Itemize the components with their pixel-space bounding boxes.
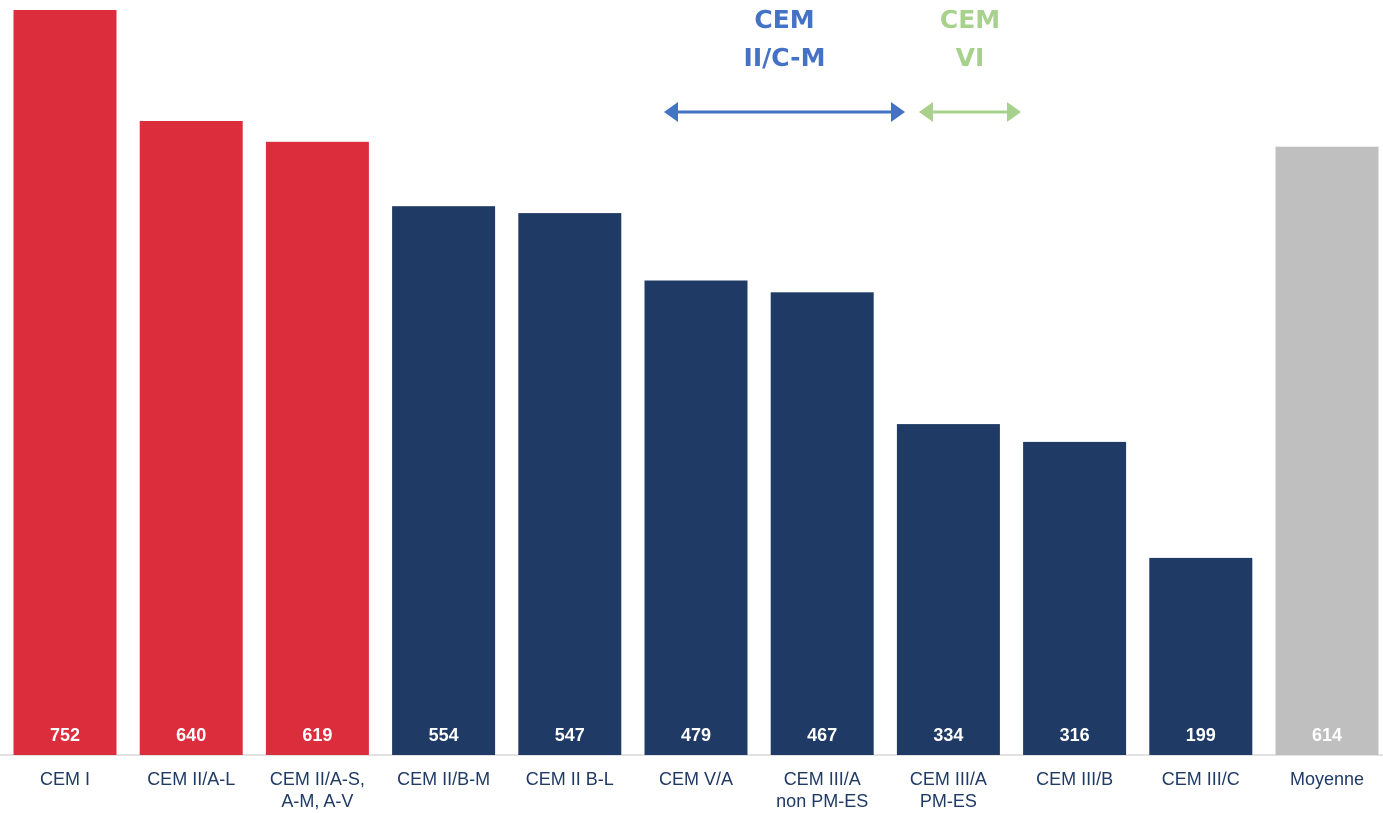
bar-value-label-10: 199 bbox=[1186, 725, 1216, 745]
bar-value-label-1: 752 bbox=[50, 725, 80, 745]
bar-value-label-5: 547 bbox=[555, 725, 585, 745]
bar-5 bbox=[518, 213, 622, 756]
bar-4 bbox=[392, 206, 496, 755]
annotation-1: CEM II/C-M bbox=[664, 5, 905, 122]
bar-2 bbox=[139, 121, 243, 755]
category-label-2: CEM II/A-L bbox=[147, 769, 235, 789]
bar-11 bbox=[1275, 146, 1379, 755]
bar-7 bbox=[770, 292, 874, 755]
bar-value-label-8: 334 bbox=[933, 725, 963, 745]
bar-value-label-11: 614 bbox=[1312, 725, 1342, 745]
bar-8 bbox=[896, 424, 1000, 755]
category-label-7: CEM III/A non PM-ES bbox=[776, 769, 868, 811]
annotation-arrowhead-right-1 bbox=[891, 102, 905, 122]
bar-value-label-6: 479 bbox=[681, 725, 711, 745]
value-labels-layer: 752 640 619 554 547 479 467 334 316 199 614 bbox=[50, 725, 1342, 745]
bar-3 bbox=[265, 141, 369, 756]
category-label-5: CEM II B-L bbox=[526, 769, 614, 789]
category-label-6: CEM V/A bbox=[659, 769, 733, 789]
bar-value-label-9: 316 bbox=[1060, 725, 1090, 745]
category-label-4: CEM II/B-M bbox=[397, 769, 490, 789]
bar-9 bbox=[1023, 441, 1127, 755]
annotations-layer: CEM II/C-M CEM VI bbox=[664, 5, 1021, 122]
annotation-arrowhead-left-1 bbox=[664, 102, 678, 122]
annotation-label-2: CEM VI bbox=[940, 5, 1000, 72]
bar-1 bbox=[13, 10, 117, 755]
bar-value-label-7: 467 bbox=[807, 725, 837, 745]
bar-10 bbox=[1149, 557, 1253, 755]
annotation-label-1: CEM II/C-M bbox=[744, 5, 826, 72]
annotation-arrowhead-left-2 bbox=[919, 102, 933, 122]
category-label-3: CEM II/A-S, A-M, A-V bbox=[270, 769, 365, 811]
category-label-9: CEM III/B bbox=[1036, 769, 1113, 789]
category-label-8: CEM III/A PM-ES bbox=[910, 769, 987, 811]
annotation-2: CEM VI bbox=[919, 5, 1021, 122]
bar-value-label-4: 554 bbox=[429, 725, 459, 745]
bar-value-label-3: 619 bbox=[302, 725, 332, 745]
category-labels-layer: CEM I CEM II/A-L CEM II/A-S, A-M, A-V CEM II… bbox=[40, 769, 1364, 811]
category-label-1: CEM I bbox=[40, 769, 90, 789]
bar-6 bbox=[644, 280, 748, 755]
category-label-10: CEM III/C bbox=[1162, 769, 1240, 789]
bars-layer bbox=[13, 10, 1379, 756]
category-label-11: Moyenne bbox=[1290, 769, 1364, 789]
annotation-arrowhead-right-2 bbox=[1007, 102, 1021, 122]
bar-value-label-2: 640 bbox=[176, 725, 206, 745]
